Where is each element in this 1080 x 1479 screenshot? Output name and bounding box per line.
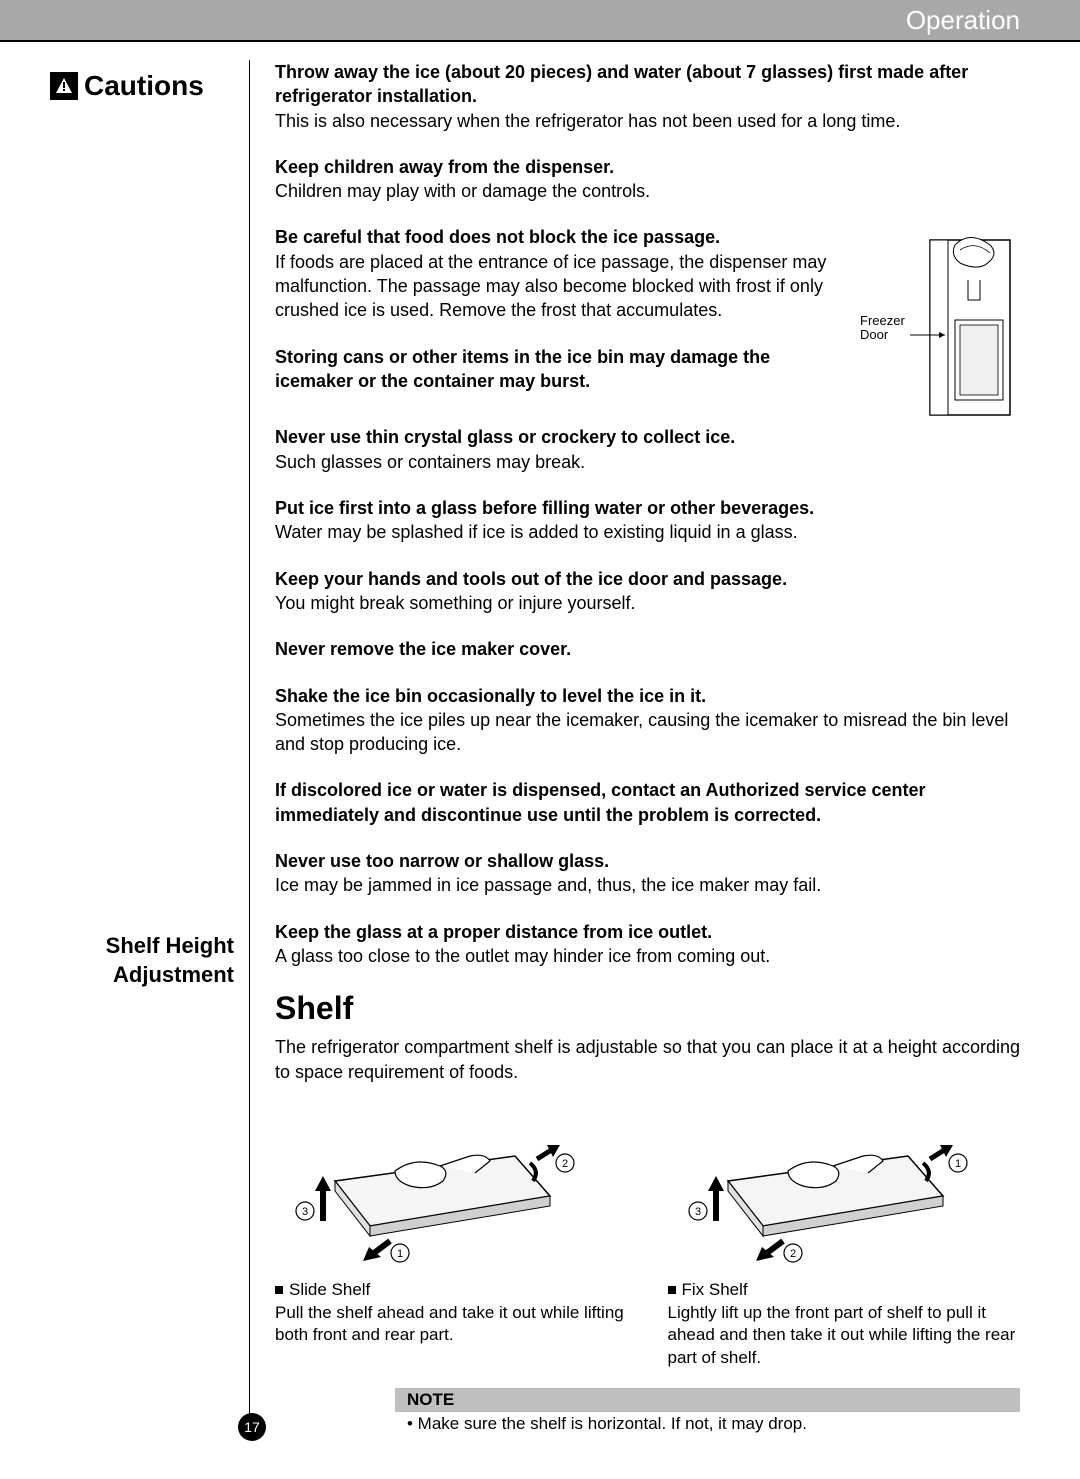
diagram-label-door: Door — [860, 327, 889, 342]
caution-bold: Shake the ice bin occasionally to level … — [275, 686, 706, 706]
fix-shelf-diagram: 3 2 1 Fix Shelf — [668, 1101, 1021, 1371]
caution-bold: Throw away the ice (about 20 pieces) and… — [275, 62, 968, 106]
note-header: NOTE — [395, 1388, 1020, 1412]
caution-bold: Never use too narrow or shallow glass. — [275, 851, 609, 871]
shelf-adjustment-label: Shelf Height Adjustment — [50, 932, 234, 989]
caution-body: A glass too close to the outlet may hind… — [275, 946, 770, 966]
caution-bold: Never remove the ice maker cover. — [275, 639, 571, 659]
caution-bold: If discolored ice or water is dispensed,… — [275, 780, 926, 824]
cautions-header: Cautions — [50, 70, 234, 102]
svg-text:2: 2 — [789, 1248, 795, 1260]
caution-item: Never use thin crystal glass or crockery… — [275, 425, 1020, 474]
freezer-door-diagram: Freezer Door — [860, 225, 1020, 425]
caution-body: Such glasses or containers may break. — [275, 452, 585, 472]
warning-icon — [50, 72, 78, 100]
svg-text:3: 3 — [302, 1206, 308, 1218]
caution-item: If discolored ice or water is dispensed,… — [275, 778, 1020, 827]
header-underline — [0, 40, 1080, 42]
slide-shelf-diagram: 3 1 2 Slide Shelf — [275, 1101, 628, 1371]
caution-item: Never remove the ice maker cover. — [275, 637, 1020, 661]
caution-body: This is also necessary when the refriger… — [275, 111, 900, 131]
caution-bold: Storing cans or other items in the ice b… — [275, 347, 770, 391]
header-title: Operation — [906, 5, 1020, 36]
caution-bold: Keep children away from the dispenser. — [275, 157, 614, 177]
caution-item: Throw away the ice (about 20 pieces) and… — [275, 60, 1020, 133]
caution-bold: Keep the glass at a proper distance from… — [275, 922, 712, 942]
caution-bold: Be careful that food does not block the … — [275, 227, 720, 247]
shelf-item-title: Fix Shelf — [682, 1280, 748, 1299]
caution-item: Keep children away from the dispenser. C… — [275, 155, 1020, 204]
shelf-diagrams-row: 3 1 2 Slide Shelf — [275, 1101, 1020, 1371]
shelf-item-title: Slide Shelf — [289, 1280, 370, 1299]
caution-item: Shake the ice bin occasionally to level … — [275, 684, 1020, 757]
caution-item: Put ice first into a glass before fillin… — [275, 496, 1020, 545]
svg-text:1: 1 — [397, 1248, 403, 1260]
shelf-item-desc: Pull the shelf ahead and take it out whi… — [275, 1303, 624, 1345]
shelf-side-line2: Adjustment — [113, 962, 234, 987]
caution-item: Keep the glass at a proper distance from… — [275, 920, 1020, 969]
caution-body: Water may be splashed if ice is added to… — [275, 522, 798, 542]
svg-text:2: 2 — [562, 1158, 568, 1170]
caution-body: If foods are placed at the entrance of i… — [275, 252, 826, 321]
svg-text:1: 1 — [954, 1158, 960, 1170]
header-bar: Operation — [0, 0, 1080, 40]
shelf-item-desc: Lightly lift up the front part of shelf … — [668, 1303, 1016, 1368]
caution-body: Ice may be jammed in ice passage and, th… — [275, 875, 821, 895]
bullet-icon — [668, 1286, 676, 1294]
sidebar: Cautions Shelf Height Adjustment — [50, 60, 250, 1436]
caution-row-with-diagram: Be careful that food does not block the … — [275, 225, 1020, 425]
caution-item: Never use too narrow or shallow glass. I… — [275, 849, 1020, 898]
caution-bold: Never use thin crystal glass or crockery… — [275, 427, 735, 447]
bullet-icon — [275, 1286, 283, 1294]
shelf-intro: The refrigerator compartment shelf is ad… — [275, 1035, 1020, 1085]
fix-shelf-label: Fix Shelf Lightly lift up the front part… — [668, 1279, 1021, 1371]
caution-bold: Keep your hands and tools out of the ice… — [275, 569, 787, 589]
content-column: Throw away the ice (about 20 pieces) and… — [270, 60, 1020, 1436]
cautions-label: Cautions — [84, 70, 204, 102]
note-body: • Make sure the shelf is horizontal. If … — [395, 1412, 1020, 1436]
caution-item: Storing cans or other items in the ice b… — [275, 345, 845, 394]
page-number: 17 — [244, 1419, 260, 1435]
caution-body: Sometimes the ice piles up near the icem… — [275, 710, 1008, 754]
note-box: NOTE • Make sure the shelf is horizontal… — [395, 1388, 1020, 1436]
shelf-side-line1: Shelf Height — [106, 933, 234, 958]
diagram-label-freezer: Freezer — [860, 313, 905, 328]
caution-item: Keep your hands and tools out of the ice… — [275, 567, 1020, 616]
slide-shelf-label: Slide Shelf Pull the shelf ahead and tak… — [275, 1279, 628, 1348]
caution-body: Children may play with or damage the con… — [275, 181, 650, 201]
svg-text:3: 3 — [694, 1206, 700, 1218]
page-number-badge: 17 — [238, 1413, 266, 1441]
caution-bold: Put ice first into a glass before fillin… — [275, 498, 814, 518]
page-body: Cautions Shelf Height Adjustment Throw a… — [0, 40, 1080, 1456]
caution-body: You might break something or injure your… — [275, 593, 636, 613]
caution-item: Be careful that food does not block the … — [275, 225, 845, 322]
shelf-heading: Shelf — [275, 990, 1020, 1027]
